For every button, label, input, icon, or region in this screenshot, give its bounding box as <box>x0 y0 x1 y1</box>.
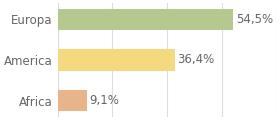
Text: 54,5%: 54,5% <box>236 13 273 26</box>
Bar <box>58 9 233 30</box>
Bar <box>58 49 175 71</box>
Text: 36,4%: 36,4% <box>178 54 215 66</box>
Bar <box>58 90 87 111</box>
Text: 9,1%: 9,1% <box>90 94 120 107</box>
